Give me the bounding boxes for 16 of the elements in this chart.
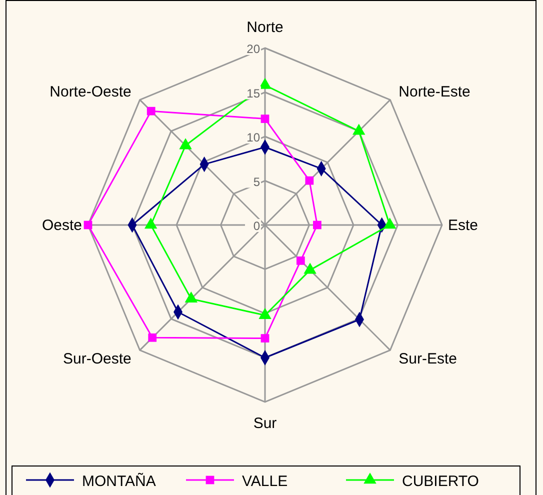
legend-label: CUBIERTO — [402, 473, 479, 490]
y-tick-label: 5 — [253, 174, 260, 189]
spoke-label: Sur-Oeste — [62, 350, 132, 368]
y-tick-label: 20 — [246, 42, 260, 56]
y-tick-label: 0 — [253, 219, 260, 233]
spoke-label: Oeste — [42, 217, 82, 234]
spoke-label: Sur-Este — [398, 350, 458, 368]
legend-label: MONTAÑA — [82, 472, 156, 490]
spoke-label: Este — [448, 217, 478, 234]
spoke-label: Sur — [253, 415, 277, 432]
spoke-label: Norte — [246, 19, 284, 36]
spoke-label: Norte-Oeste — [50, 83, 132, 100]
legend-label: VALLE — [242, 473, 288, 490]
y-tick-label: 15 — [246, 86, 260, 100]
spoke-label: Norte-Este — [398, 83, 470, 100]
y-tick-label: 10 — [246, 130, 260, 144]
